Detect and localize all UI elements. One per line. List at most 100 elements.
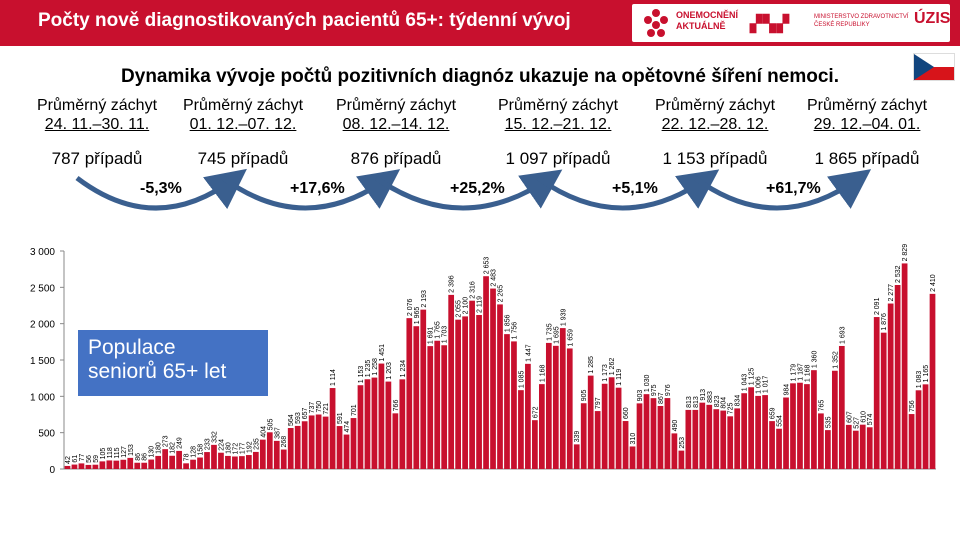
- bar: [92, 464, 99, 469]
- bar-value-label: 2 277: [888, 284, 895, 302]
- czech-flag-icon: [913, 53, 955, 81]
- bar-value-label: 765: [818, 400, 825, 412]
- bar: [441, 345, 448, 469]
- bar-value-label: 823: [714, 395, 721, 407]
- bar-value-label: 725: [728, 403, 735, 415]
- week-range: 29. 12.–04. 01.: [813, 116, 921, 133]
- bar: [497, 304, 503, 469]
- bar-value-label: 1 695: [553, 326, 560, 344]
- bar-value-label: 56: [86, 455, 93, 463]
- bar: [671, 433, 678, 469]
- bar: [783, 397, 789, 469]
- bar: [134, 462, 141, 469]
- bar: [273, 440, 280, 469]
- bar: [350, 418, 357, 469]
- bar: [190, 459, 196, 469]
- bar-value-label: 1 939: [560, 308, 567, 326]
- bar-value-label: 182: [170, 442, 177, 454]
- bar: [476, 315, 482, 469]
- bar-value-label: 1 043: [742, 374, 749, 392]
- bar-value-label: 721: [323, 403, 330, 415]
- bar-value-label: 672: [532, 406, 539, 418]
- onemocneni-line2: AKTUÁLNĚ: [676, 21, 726, 31]
- bar: [608, 377, 615, 469]
- bar-value-label: 177: [239, 442, 246, 454]
- bar-value-label: 2 265: [498, 285, 505, 303]
- bar-value-label: 2 316: [470, 281, 477, 299]
- bar: [252, 451, 259, 469]
- bar: [232, 456, 238, 469]
- bar-value-label: 607: [846, 411, 853, 423]
- bar: [406, 318, 413, 469]
- bar: [929, 293, 936, 469]
- bar: [643, 394, 650, 469]
- bar: [448, 294, 455, 469]
- bar: [204, 452, 210, 469]
- week-1-header: Průměrný záchyt 24. 11.–30. 11.: [22, 96, 172, 134]
- bar-value-label: 867: [658, 392, 665, 404]
- bar-value-label: 2 653: [484, 257, 491, 275]
- bar: [329, 388, 336, 469]
- y-tick-label: 1 500: [30, 356, 55, 367]
- bar-value-label: 1 119: [616, 369, 623, 386]
- bar-value-label: 1 203: [386, 362, 393, 380]
- bar-value-label: 834: [735, 395, 742, 407]
- bar-value-label: 268: [281, 436, 288, 448]
- chart-subtitle: Dynamika vývoje počtů pozitivních diagnó…: [121, 66, 839, 87]
- bar-value-label: 660: [623, 407, 630, 419]
- bar: [399, 379, 406, 469]
- bar: [734, 408, 741, 469]
- bar: [622, 421, 629, 469]
- bar-value-label: 1 735: [546, 323, 553, 341]
- bar-value-label: 1 006: [756, 376, 763, 394]
- bar: [99, 461, 106, 469]
- bar-value-label: 130: [149, 446, 156, 458]
- bar: [748, 387, 754, 469]
- y-tick-label: 2 500: [30, 283, 55, 294]
- bar-value-label: 701: [351, 404, 358, 416]
- week-2-header: Průměrný záchyt 01. 12.–07. 12.: [168, 96, 318, 134]
- bar: [908, 414, 915, 469]
- bar: [818, 413, 824, 469]
- week-range: 15. 12.–21. 12.: [504, 116, 612, 133]
- bar-value-label: 1 765: [435, 321, 442, 339]
- bar: [322, 416, 329, 469]
- bar-value-label: 78: [184, 453, 191, 461]
- bar-value-label: 1 235: [365, 360, 372, 378]
- bar-value-label: 233: [205, 438, 212, 450]
- bar-value-label: 1 258: [372, 358, 379, 376]
- bar: [106, 460, 113, 469]
- bar: [85, 464, 92, 469]
- bar: [78, 463, 85, 469]
- bar-value-label: 1 153: [358, 366, 365, 384]
- bar-value-label: 976: [665, 384, 672, 396]
- bar: [685, 409, 692, 469]
- bar-value-label: 591: [337, 412, 344, 424]
- bar: [469, 300, 475, 469]
- bar: [308, 415, 315, 469]
- bar: [545, 342, 552, 469]
- bar-value-label: 750: [316, 401, 323, 413]
- bar-value-label: 903: [637, 390, 644, 402]
- bar-value-label: 1 360: [811, 351, 818, 369]
- bar-value-label: 2 396: [449, 275, 456, 293]
- bar-value-label: 115: [114, 447, 121, 458]
- bar: [873, 317, 880, 469]
- bar: [413, 326, 420, 469]
- bar-value-label: 1 691: [428, 326, 435, 344]
- bar: [887, 303, 894, 469]
- bar: [427, 346, 434, 469]
- bar-value-label: 2 410: [930, 274, 937, 292]
- bar: [211, 444, 217, 469]
- bar: [657, 406, 664, 469]
- bar-value-label: 975: [651, 384, 658, 396]
- bar-value-label: 535: [825, 416, 832, 428]
- bar-value-label: 1 856: [504, 315, 511, 333]
- header-bar: Počty nově diagnostikovaných pacientů 65…: [0, 0, 960, 46]
- onemocneni-logo-icon: [644, 9, 668, 37]
- bar-value-label: 1 017: [763, 375, 770, 393]
- bar-value-label: 59: [93, 455, 100, 463]
- bar: [922, 384, 929, 469]
- bar: [420, 309, 427, 469]
- week-range: 24. 11.–30. 11.: [44, 116, 150, 133]
